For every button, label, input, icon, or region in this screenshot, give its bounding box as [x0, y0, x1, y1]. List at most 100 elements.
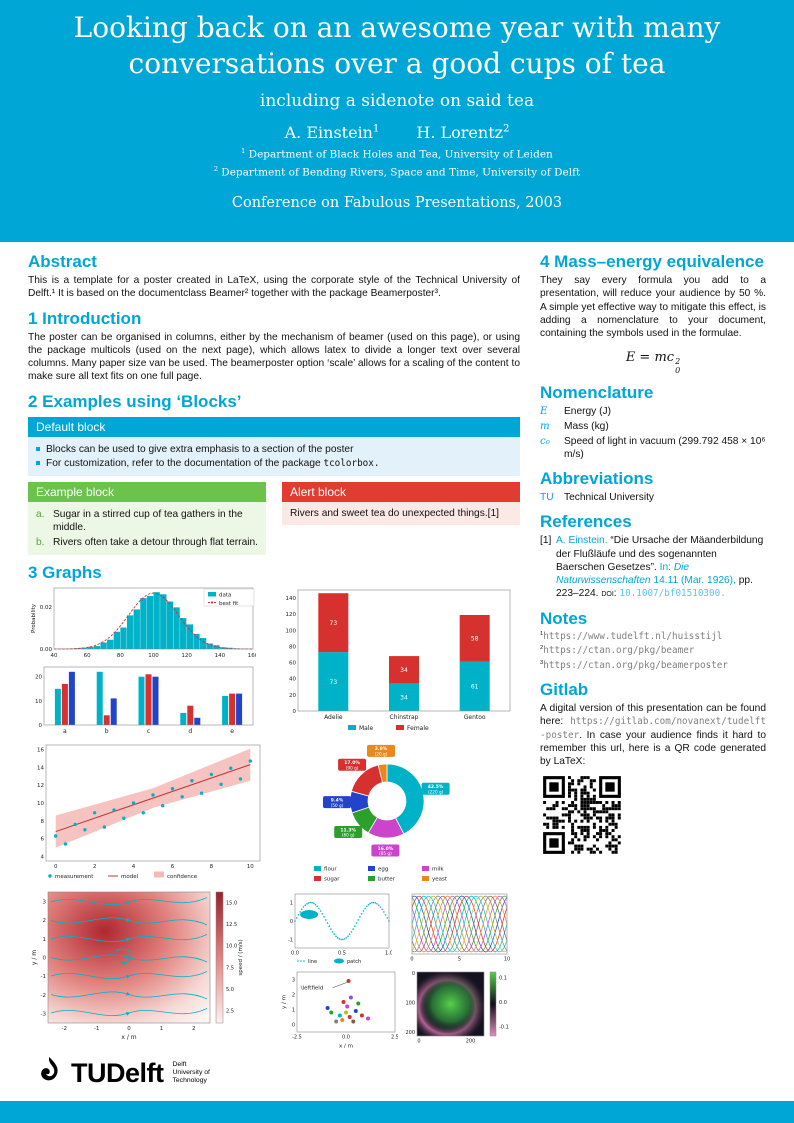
section-heading-abbreviations: Abbreviations	[540, 469, 654, 489]
svg-text:c: c	[147, 728, 150, 735]
svg-text:120: 120	[181, 653, 192, 659]
svg-text:8: 8	[41, 819, 45, 825]
conference-line: Conference on Fabulous Presentations, 20…	[231, 194, 563, 211]
svg-text:0.0: 0.0	[342, 1034, 350, 1040]
svg-text:data: data	[219, 592, 231, 598]
svg-text:15.0: 15.0	[226, 900, 237, 906]
svg-text:4: 4	[41, 854, 45, 860]
svg-text:0: 0	[293, 709, 297, 715]
svg-text:confidence: confidence	[167, 874, 198, 880]
svg-text:200: 200	[466, 1038, 476, 1044]
doi-link[interactable]: 10.1007/bf01510300.	[619, 588, 726, 600]
regression-chart: 0 2 4 6 8 10 4 6 8 10 12 14 16 measurement model confid…	[28, 741, 264, 883]
example-alert-row: Example block a. Sugar in a stirred cup …	[28, 482, 520, 555]
svg-text:10: 10	[35, 699, 42, 705]
gitlab-url-link[interactable]: https://gitlab.com/novanext/tudelft-post…	[540, 716, 766, 741]
svg-text:-2.5: -2.5	[292, 1034, 302, 1040]
bullet-item: For customization, refer to the document…	[36, 457, 512, 470]
svg-text:0: 0	[417, 1038, 420, 1044]
svg-text:42.5%: 42.5%	[428, 784, 444, 790]
svg-text:140: 140	[215, 653, 226, 659]
example-block-title: Example block	[28, 482, 266, 503]
svg-text:x / m: x / m	[121, 1034, 136, 1041]
enumerated-item: a. Sugar in a stirred cup of tea gathers…	[36, 509, 243, 534]
svg-text:16.0%: 16.0%	[378, 846, 394, 852]
svg-text:80: 80	[117, 653, 124, 659]
svg-text:140: 140	[286, 596, 297, 602]
section-heading-mass-energy: 4 Mass–energy equivalence	[540, 252, 764, 271]
svg-text:speed / (m/s): speed / (m/s)	[238, 939, 244, 975]
svg-text:Female: Female	[407, 725, 429, 732]
affiliation: 1 Department of Black Holes and Tea, Uni…	[241, 146, 553, 161]
svg-text:73: 73	[330, 620, 338, 627]
default-block: Default block Blocks can be used to give…	[28, 416, 520, 477]
svg-text:(220 g): (220 g)	[428, 789, 444, 794]
svg-text:sugar: sugar	[324, 877, 340, 883]
svg-text:16: 16	[37, 747, 44, 753]
svg-text:2: 2	[93, 864, 97, 870]
svg-text:2: 2	[43, 918, 47, 924]
abstract-text: This is a template for a poster created …	[28, 275, 520, 300]
poster-header: Looking back on an awesome year with man…	[0, 0, 794, 211]
svg-text:2.5: 2.5	[226, 1008, 234, 1014]
donut-chart: 42.5% (220 g) 16.0% (85 g) 11.3% (60 g) 9.4% (5…	[278, 741, 496, 887]
svg-text:4: 4	[132, 864, 136, 870]
svg-text:2: 2	[192, 1026, 196, 1032]
note-url-link[interactable]: https://www.tudelft.nl/huisstijl	[543, 630, 723, 642]
svg-text:e: e	[230, 728, 234, 735]
section-heading-examples: 2 Examples using ‘Blocks’	[28, 391, 242, 411]
svg-text:3: 3	[292, 977, 295, 983]
svg-text:3: 3	[43, 899, 47, 905]
svg-text:0: 0	[412, 971, 415, 977]
svg-text:40: 40	[289, 677, 296, 683]
poster-subtitle: including a sidenote on said tea	[259, 90, 535, 111]
sine-plot: 0.0 0.5 1.0 -1 0 1 line patch	[280, 891, 393, 965]
abbreviation-row: TU Technical University	[540, 492, 655, 504]
svg-text:0.0: 0.0	[499, 1000, 507, 1006]
svg-text:yeast: yeast	[432, 877, 448, 883]
svg-text:80: 80	[289, 644, 296, 650]
svg-text:model: model	[121, 874, 139, 880]
svg-text:butter: butter	[378, 877, 396, 883]
svg-text:(85 g): (85 g)	[379, 851, 392, 856]
svg-text:0.0: 0.0	[291, 950, 299, 956]
svg-text:(60 g): (60 g)	[342, 833, 355, 838]
note-item: 2https://ctan.org/pkg/beamer	[540, 645, 695, 657]
svg-text:y / m: y / m	[282, 995, 288, 1009]
default-block-title: Default block	[28, 416, 520, 437]
svg-text:-1: -1	[41, 974, 46, 980]
svg-text:9.4%: 9.4%	[331, 797, 344, 803]
svg-text:160: 160	[248, 653, 256, 659]
svg-text:\leftfield: \leftfield	[301, 985, 324, 991]
svg-text:8: 8	[210, 864, 214, 870]
svg-text:73: 73	[330, 679, 338, 686]
tudelft-logo-caption: Delft University of Technology	[172, 1061, 210, 1084]
svg-text:-0.1: -0.1	[499, 1024, 509, 1030]
nomenclature-row: E Energy (J)	[540, 406, 611, 418]
svg-text:100: 100	[405, 1000, 415, 1006]
note-url-link[interactable]: https://ctan.org/pkg/beamerposter	[543, 659, 728, 671]
header-band	[0, 0, 794, 242]
svg-text:line: line	[308, 959, 317, 965]
svg-text:5.0: 5.0	[226, 987, 234, 993]
section-heading-nomenclature: Nomenclature	[540, 383, 654, 403]
svg-text:Adelie: Adelie	[324, 714, 343, 721]
poster-authors: A. Einstein1 H. Lorentz2	[0, 123, 794, 142]
svg-text:10: 10	[37, 801, 44, 807]
svg-text:1: 1	[43, 937, 47, 943]
section-heading-gitlab: Gitlab	[540, 680, 589, 700]
left-column: Abstract This is a template for a poster…	[28, 252, 520, 1051]
svg-text:0: 0	[39, 723, 43, 729]
note-url-link[interactable]: https://ctan.org/pkg/beamer	[543, 645, 695, 657]
svg-text:0.00: 0.00	[40, 647, 53, 653]
svg-text:10: 10	[504, 956, 510, 962]
right-column: 4 Mass–energy equivalence They say every…	[540, 252, 766, 858]
svg-text:milk: milk	[432, 867, 444, 873]
stacked-bar-chart: 73 73 Adelie 34 34 Chinstrap 61 58 Gentoo 0 20 40 60…	[276, 585, 516, 737]
section-heading-introduction: 1 Introduction	[28, 308, 142, 328]
svg-text:1: 1	[160, 1026, 164, 1032]
svg-text:y / m: y / m	[31, 950, 38, 965]
default-block-body: Blocks can be used to give extra emphasi…	[28, 436, 520, 477]
mass-energy-text: They say every formula you add to a pres…	[540, 275, 766, 340]
alert-block-title: Alert block	[282, 482, 520, 503]
